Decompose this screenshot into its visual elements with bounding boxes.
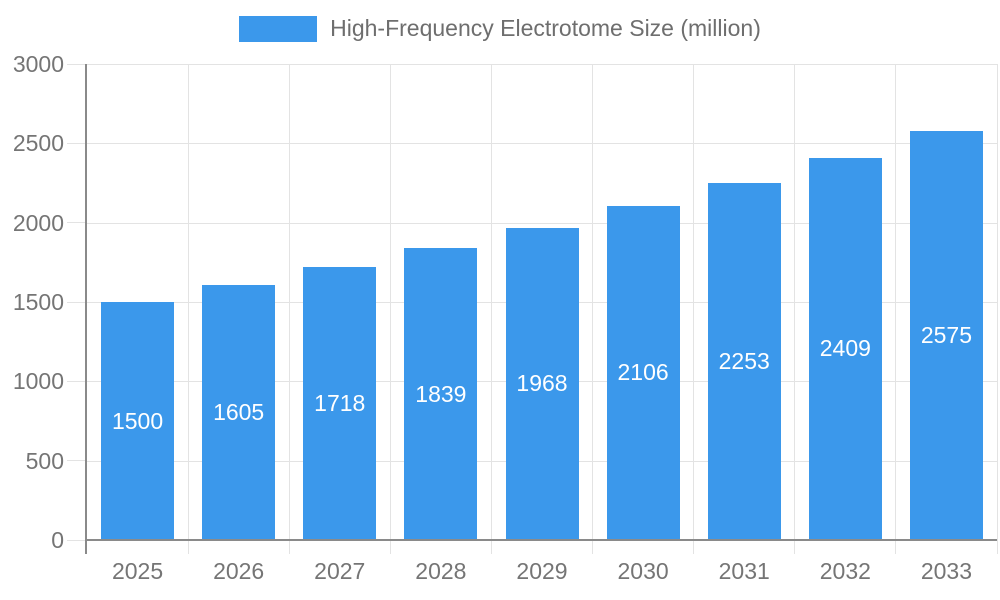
bar-2030[interactable]: 2106 <box>606 205 680 540</box>
x-axis-tick <box>490 540 492 554</box>
x-axis-tick <box>592 540 594 554</box>
x-tick-label: 2025 <box>111 558 164 584</box>
gridline-vertical <box>389 64 391 540</box>
bar-2032[interactable]: 2409 <box>808 157 882 540</box>
gridline-horizontal <box>87 143 997 145</box>
y-tick-label: 3000 <box>12 51 64 77</box>
y-axis-line <box>85 64 87 554</box>
y-tick-label: 500 <box>25 447 64 474</box>
bar-value-label: 1605 <box>213 399 265 426</box>
legend-swatch <box>239 15 318 42</box>
x-axis-line <box>85 539 997 541</box>
bar-2027[interactable]: 1718 <box>303 267 377 540</box>
gridline-vertical <box>693 64 695 540</box>
x-tick-label: 2033 <box>920 558 973 584</box>
x-tick-label: 2028 <box>415 558 467 584</box>
x-tick-label: 2026 <box>213 558 265 584</box>
gridline-horizontal <box>87 222 997 224</box>
bar-2025[interactable]: 1500 <box>101 302 175 540</box>
y-tick-label: 2500 <box>12 130 64 157</box>
x-axis-tick <box>895 540 897 554</box>
bar-value-label: 1968 <box>516 370 568 397</box>
gridline-horizontal <box>87 64 997 65</box>
x-tick-label: 2032 <box>819 558 871 584</box>
y-axis-tick <box>67 142 87 144</box>
bar-2028[interactable]: 1839 <box>404 248 478 540</box>
legend-label: High-Frequency Electrotome Size (million… <box>330 15 761 41</box>
gridline-vertical <box>490 64 492 540</box>
x-tick-label: 2029 <box>516 558 568 584</box>
plot-area: 1500 1605 1718 1839 1968 2106 2253 2409 2575 <box>87 64 998 540</box>
legend[interactable]: High-Frequency Electrotome Size (million… <box>0 15 1000 42</box>
x-axis-tick <box>288 540 290 554</box>
bar-value-label: 1839 <box>415 380 467 407</box>
bar-value-label: 2575 <box>920 322 973 349</box>
x-axis-tick <box>794 540 796 554</box>
y-tick-label: 0 <box>51 527 64 553</box>
bar-2026[interactable]: 1605 <box>202 285 276 540</box>
y-axis-tick <box>67 63 87 65</box>
y-tick-label: 2000 <box>12 209 64 236</box>
bar-value-label: 1500 <box>111 407 164 434</box>
y-tick-label: 1000 <box>12 368 64 395</box>
x-axis-tick <box>693 540 695 554</box>
x-axis-tick <box>389 540 391 554</box>
gridline-vertical <box>592 64 594 540</box>
bar-2031[interactable]: 2253 <box>707 182 781 540</box>
x-axis-tick <box>187 540 189 554</box>
bar-value-label: 2409 <box>819 335 871 362</box>
bar-2033[interactable]: 2575 <box>909 131 983 540</box>
x-axis-tick <box>996 540 998 554</box>
gridline-vertical <box>794 64 796 540</box>
y-axis-tick <box>67 539 87 541</box>
x-tick-label: 2027 <box>314 558 366 584</box>
x-tick-label: 2031 <box>718 558 770 584</box>
bar-value-label: 2253 <box>718 347 770 374</box>
bar-2029[interactable]: 1968 <box>505 227 579 540</box>
bar-value-label: 1718 <box>314 390 366 417</box>
bar-value-label: 2106 <box>617 359 669 386</box>
gridline-vertical <box>895 64 897 540</box>
gridline-vertical <box>187 64 189 540</box>
gridline-vertical <box>288 64 290 540</box>
y-axis-tick <box>67 380 87 382</box>
x-tick-label: 2030 <box>617 558 669 584</box>
y-axis-tick <box>67 301 87 303</box>
y-axis-tick <box>67 460 87 462</box>
y-tick-label: 1500 <box>12 289 64 315</box>
y-axis-tick <box>67 222 87 224</box>
gridline-vertical <box>996 64 998 540</box>
